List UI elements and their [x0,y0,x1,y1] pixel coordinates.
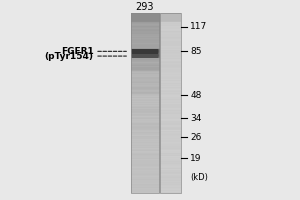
Bar [132,54,158,58]
Bar [160,13,181,193]
Text: 48: 48 [190,91,202,100]
Text: 26: 26 [190,133,202,142]
Text: 19: 19 [190,154,202,163]
Text: 293: 293 [136,2,154,12]
Text: 117: 117 [190,22,207,31]
Text: 34: 34 [190,114,202,123]
Bar [160,13,181,193]
Text: (kD): (kD) [190,173,208,182]
Text: (pTyr154): (pTyr154) [44,52,94,61]
Bar [132,49,158,54]
Bar [131,13,159,193]
Text: 85: 85 [190,47,202,56]
Text: FGFR1: FGFR1 [61,47,94,56]
Bar [131,13,159,193]
